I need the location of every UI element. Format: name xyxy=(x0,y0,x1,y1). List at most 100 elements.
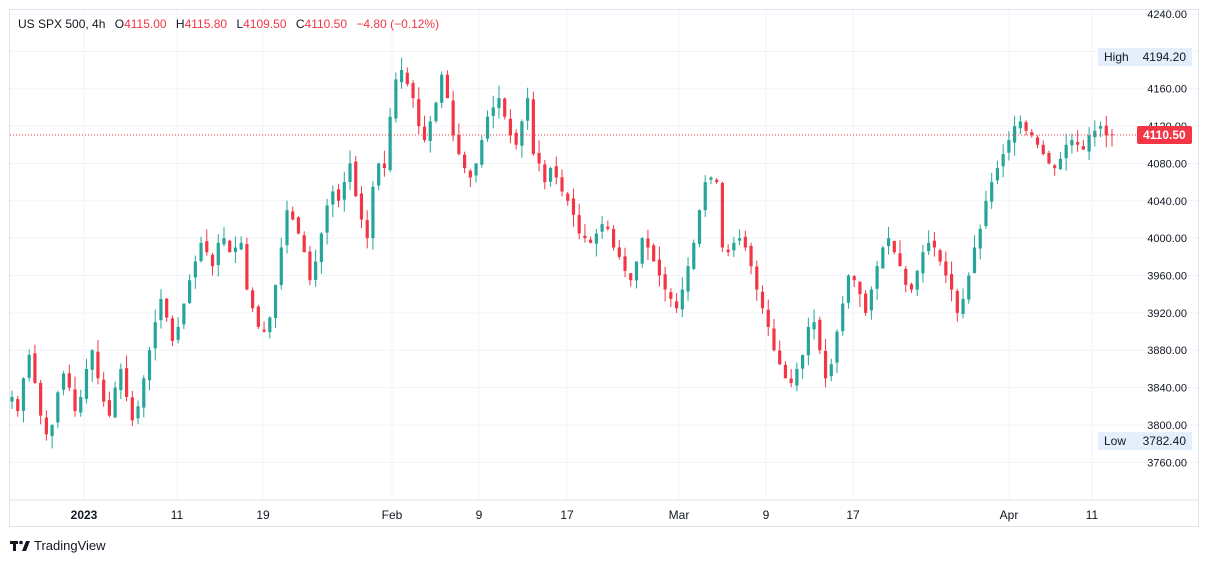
candle-body xyxy=(932,240,936,248)
price-axis: 4240.004200.004160.004120.004080.004040.… xyxy=(1147,9,1187,469)
candle-body xyxy=(709,177,713,180)
y-tick-label: 4000.00 xyxy=(1147,233,1187,245)
candle-body xyxy=(331,191,335,205)
candle-body xyxy=(1035,137,1040,145)
candle-body xyxy=(1076,142,1080,145)
candle-body xyxy=(1001,154,1005,167)
y-tick-label: 3760.00 xyxy=(1147,457,1187,469)
candle xyxy=(583,224,587,243)
candle-body xyxy=(1024,122,1028,131)
candle xyxy=(39,379,43,425)
candle-body xyxy=(16,399,20,411)
candle xyxy=(600,216,604,239)
candle xyxy=(669,288,673,307)
x-tick-label: Apr xyxy=(1000,508,1019,522)
candle xyxy=(222,227,226,247)
candle xyxy=(1076,130,1080,152)
candle xyxy=(755,260,759,301)
candle xyxy=(944,251,948,284)
candle-body xyxy=(634,261,639,281)
candle xyxy=(285,200,289,254)
candle-body xyxy=(325,205,329,233)
candle-body xyxy=(474,163,478,176)
candle-body xyxy=(44,417,48,435)
candle xyxy=(961,288,965,319)
candle-body xyxy=(256,306,260,327)
candle xyxy=(898,240,902,267)
candle xyxy=(1024,120,1028,136)
candle xyxy=(720,181,725,252)
candle xyxy=(726,244,730,257)
candle-body xyxy=(1087,135,1091,152)
candle xyxy=(113,381,117,419)
candle-body xyxy=(371,186,375,239)
candle-body xyxy=(772,328,776,351)
candle-body xyxy=(1047,153,1051,164)
x-tick-label: 9 xyxy=(763,508,770,522)
low-marker: Low 3782.40 xyxy=(1098,432,1192,451)
candle-body xyxy=(823,350,828,379)
candle-body xyxy=(978,228,982,249)
candle xyxy=(520,119,524,158)
candle-body xyxy=(600,224,604,232)
candle-body xyxy=(405,72,409,85)
candle-body xyxy=(686,266,690,292)
candle xyxy=(440,71,444,109)
candle xyxy=(291,206,295,221)
candle xyxy=(663,266,667,302)
last-price-value: 4110.50 xyxy=(1143,127,1186,142)
candle-body xyxy=(10,396,14,402)
candle-body xyxy=(434,102,438,122)
candle xyxy=(199,236,203,263)
brand-name: TradingView xyxy=(34,538,106,553)
candle xyxy=(119,363,123,400)
candle xyxy=(1058,152,1063,171)
candle xyxy=(188,274,192,305)
candle xyxy=(159,289,163,329)
candle-body xyxy=(1041,144,1045,155)
candle-body xyxy=(646,238,650,248)
candle xyxy=(176,317,180,344)
candle-body xyxy=(199,242,203,262)
candle xyxy=(216,234,220,277)
candle xyxy=(147,346,152,391)
candle xyxy=(273,284,278,328)
candle xyxy=(508,109,513,144)
candle xyxy=(239,236,243,251)
candle-body xyxy=(812,322,816,330)
candle xyxy=(44,410,48,441)
candle-body xyxy=(1064,144,1068,159)
candle xyxy=(634,261,639,289)
candle xyxy=(818,316,822,355)
candle-body xyxy=(829,364,833,377)
candle xyxy=(640,237,644,268)
candle-body xyxy=(440,74,444,103)
x-tick-label: 17 xyxy=(846,508,860,522)
candle-body xyxy=(680,289,684,310)
candle xyxy=(732,236,736,258)
symbol-label[interactable]: US SPX 500, 4h xyxy=(18,17,106,31)
x-tick-label: 11 xyxy=(171,508,184,522)
candle xyxy=(1081,139,1085,151)
candle-body xyxy=(652,245,656,262)
candle-body xyxy=(623,256,627,271)
chart-panel[interactable] xyxy=(9,9,1199,527)
candle-body xyxy=(233,247,238,252)
candle-body xyxy=(273,284,278,319)
candle-body xyxy=(147,350,152,381)
candle-body xyxy=(485,116,490,139)
open-label: O xyxy=(114,17,125,31)
tradingview-logo[interactable]: TradingView xyxy=(10,538,106,553)
candle-body xyxy=(445,74,450,99)
candle-body xyxy=(944,261,948,276)
y-tick-label: 3840.00 xyxy=(1147,383,1187,395)
candle-body xyxy=(291,211,295,220)
candle-body xyxy=(296,217,301,234)
candle-body xyxy=(142,378,146,408)
candle xyxy=(262,321,266,333)
candle xyxy=(932,231,936,257)
candle-body xyxy=(222,238,226,245)
candle xyxy=(657,246,661,287)
candle xyxy=(703,175,707,218)
